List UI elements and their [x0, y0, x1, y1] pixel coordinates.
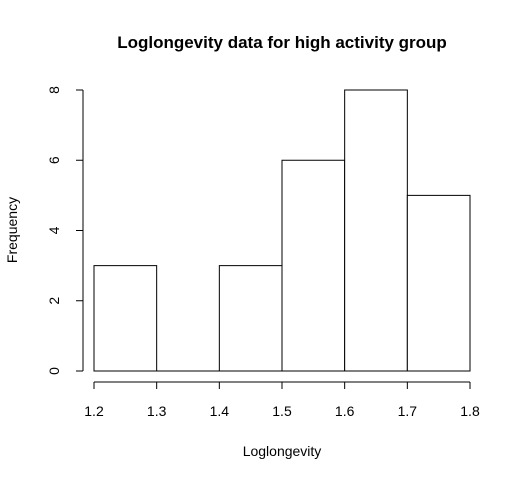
x-tick-label: 1.8: [460, 403, 480, 419]
y-axis: 0 2 4 6 8: [46, 86, 84, 375]
x-tick-label: 1.7: [398, 403, 418, 419]
bars-group: [93, 89, 471, 372]
x-tick-label: 1.5: [272, 403, 292, 419]
chart-title: Loglongevity data for high activity grou…: [117, 33, 447, 52]
x-tick-label: 1.6: [335, 403, 355, 419]
x-axis-label: Loglongevity: [243, 443, 322, 459]
histogram-bar: [281, 159, 346, 372]
histogram-bar: [344, 89, 408, 372]
y-tick-label: 2: [46, 297, 62, 305]
x-tick-label: 1.4: [210, 403, 230, 419]
x-axis: 1.2 1.3 1.4 1.5 1.6 1.7 1.8: [84, 381, 480, 419]
y-tick-label: 6: [46, 156, 62, 164]
y-axis-label: Frequency: [4, 197, 20, 263]
histogram-bar: [93, 265, 158, 372]
histogram-bar: [406, 194, 471, 372]
x-tick-label: 1.2: [84, 403, 104, 419]
y-tick-label: 8: [46, 86, 62, 94]
x-tick-label: 1.3: [147, 403, 167, 419]
histogram-bar: [218, 265, 283, 372]
y-tick-label: 4: [46, 226, 62, 234]
y-tick-label: 0: [46, 367, 62, 375]
